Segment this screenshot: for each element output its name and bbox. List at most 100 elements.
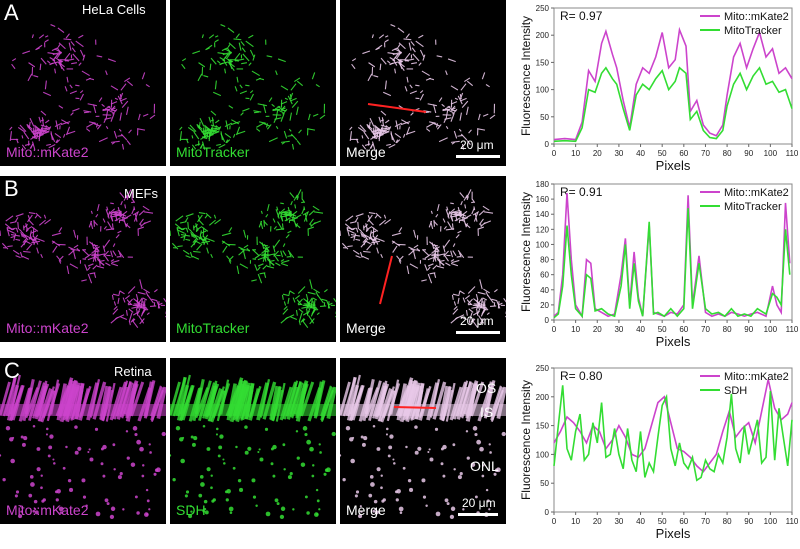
micrograph-mito-mkate2: A Mito::mKate2 [0, 0, 166, 166]
micrograph-texture [170, 0, 336, 166]
x-tick-label: 20 [593, 325, 602, 334]
y-tick-label: 0 [545, 140, 550, 149]
y-axis-label: Fluorescence Intensity [520, 380, 533, 500]
y-tick-label: 20 [540, 301, 549, 310]
y-tick-label: 0 [545, 316, 550, 325]
legend-label: Mito::mKate2 [724, 11, 789, 23]
cell-type-title: MEFs [124, 186, 158, 201]
x-tick-label: 110 [786, 325, 799, 334]
y-tick-label: 180 [536, 180, 550, 189]
scale-bar [458, 513, 498, 516]
x-axis-label: Pixels [656, 334, 691, 349]
micrograph-sdh: SDH [170, 358, 336, 524]
x-tick-label: 100 [764, 325, 778, 334]
y-tick-label: 250 [536, 364, 550, 373]
x-tick-label: 50 [658, 517, 667, 526]
correlation-annotation: R= 0.80 [560, 369, 603, 383]
scale-bar-label: 20 μm [460, 138, 494, 152]
micrograph-mito-mkate2: C Mito::mKate2 [0, 358, 166, 524]
y-tick-label: 100 [536, 450, 550, 459]
scale-bar [456, 155, 500, 158]
y-tick-label: 120 [536, 225, 550, 234]
micrograph-merge: Merge 20 μm [340, 176, 506, 342]
figure-row-b: B Mito::mKate2 MitoTracker Merge 20 μm M… [0, 176, 800, 342]
micrograph-mitotracker: MitoTracker [170, 0, 336, 166]
x-tick-label: 70 [701, 517, 710, 526]
figure-row-a: A Mito::mKate2 MitoTracker Merge 20 μm H… [0, 0, 800, 166]
layer-label-onl: ONL [470, 458, 499, 474]
micrograph-texture [170, 176, 336, 342]
x-tick-label: 0 [552, 149, 557, 158]
x-tick-label: 70 [701, 149, 710, 158]
x-tick-label: 50 [658, 325, 667, 334]
channel-label: MitoTracker [176, 320, 249, 336]
cell-type-title: HeLa Cells [82, 2, 146, 17]
panel-letter: A [4, 0, 19, 26]
y-tick-label: 150 [536, 58, 550, 67]
x-tick-label: 20 [593, 149, 602, 158]
x-tick-label: 50 [658, 149, 667, 158]
x-tick-label: 0 [552, 325, 557, 334]
x-axis-label: Pixels [656, 158, 691, 173]
channel-label: MitoTracker [176, 144, 249, 160]
x-tick-label: 30 [614, 149, 623, 158]
x-axis-label: Pixels [656, 526, 691, 541]
y-tick-label: 80 [540, 256, 549, 265]
channel-label: Merge [346, 502, 386, 518]
x-tick-label: 100 [764, 517, 778, 526]
y-tick-label: 140 [536, 210, 550, 219]
y-tick-label: 200 [536, 393, 550, 402]
x-tick-label: 40 [636, 517, 645, 526]
micrograph-merge: Merge 20 μm [340, 0, 506, 166]
x-tick-label: 110 [786, 517, 799, 526]
legend-label: SDH [724, 385, 747, 397]
panel-letter: B [4, 176, 19, 202]
y-tick-label: 160 [536, 195, 550, 204]
y-tick-label: 150 [536, 422, 550, 431]
y-tick-label: 50 [540, 113, 549, 122]
x-tick-label: 90 [744, 325, 753, 334]
channel-label: Merge [346, 144, 386, 160]
x-tick-label: 30 [614, 325, 623, 334]
x-tick-label: 20 [593, 517, 602, 526]
micrograph-texture [0, 358, 166, 524]
channel-label: Mito::mKate2 [6, 144, 88, 160]
channel-label: Mito::mKate2 [6, 320, 88, 336]
micrograph-mitotracker: MitoTracker [170, 176, 336, 342]
channel-label: SDH [176, 502, 206, 518]
panel-letter: C [4, 358, 20, 384]
x-tick-label: 80 [723, 517, 732, 526]
y-tick-label: 60 [540, 271, 549, 280]
layer-label-is: IS [480, 404, 493, 420]
y-tick-label: 50 [540, 479, 549, 488]
x-tick-label: 60 [679, 149, 688, 158]
x-tick-label: 30 [614, 517, 623, 526]
y-tick-label: 100 [536, 240, 550, 249]
y-tick-label: 0 [545, 508, 550, 517]
y-tick-label: 250 [536, 4, 550, 13]
x-tick-label: 60 [679, 325, 688, 334]
scale-bar [456, 331, 500, 334]
x-tick-label: 100 [764, 149, 778, 158]
figure-row-c: C Mito::mKate2 SDH Merge OS IS ONL 20 μm… [0, 358, 800, 524]
x-tick-label: 10 [571, 517, 580, 526]
y-tick-label: 40 [540, 286, 549, 295]
y-tick-label: 100 [536, 86, 550, 95]
scale-bar-label: 20 μm [462, 496, 496, 510]
x-tick-label: 40 [636, 325, 645, 334]
x-tick-label: 10 [571, 325, 580, 334]
series-line [554, 68, 792, 142]
channel-label: Merge [346, 320, 386, 336]
x-tick-label: 40 [636, 149, 645, 158]
legend-label: MitoTracker [724, 201, 782, 213]
legend-label: Mito::mKate2 [724, 187, 789, 199]
x-tick-label: 60 [679, 517, 688, 526]
correlation-annotation: R= 0.97 [560, 9, 603, 23]
layer-label-os: OS [476, 380, 496, 396]
x-tick-label: 90 [744, 149, 753, 158]
